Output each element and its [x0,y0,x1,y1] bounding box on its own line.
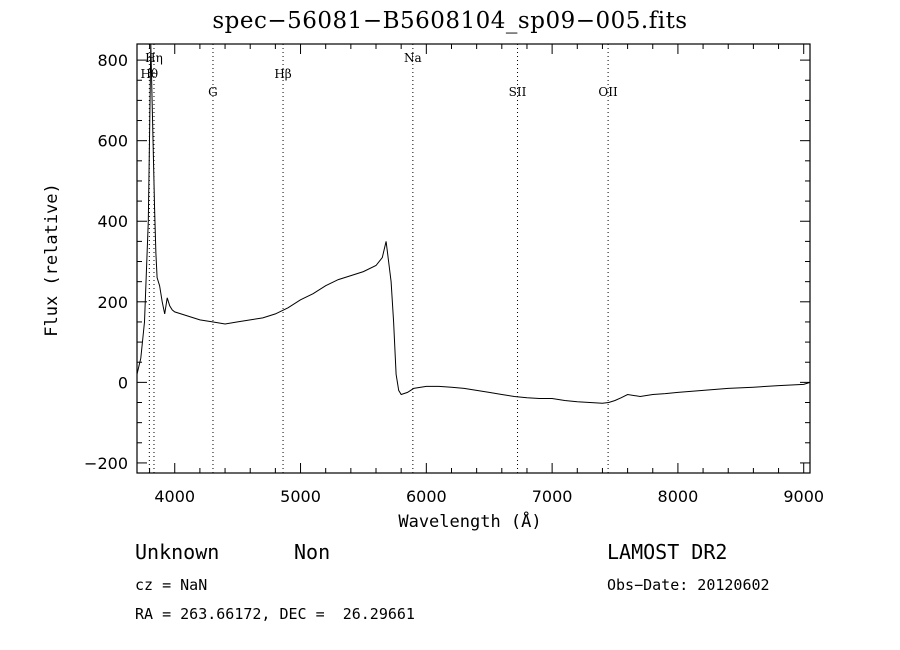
x-tick-label: 5000 [280,487,321,506]
x-axis-label: Wavelength (Å) [398,512,542,532]
y-tick-label: 200 [97,293,128,312]
spectral-line-label: Hη [145,51,163,65]
y-tick-label: 600 [97,132,128,151]
axis-ticks [137,44,810,473]
y-tick-label: −200 [84,454,128,473]
spectral-line-label: Hβ [274,67,291,81]
plot-frame [136,43,811,474]
spectral-line-markers [148,44,609,473]
y-tick-label: 0 [118,373,128,392]
spectral-line-label: Na [404,51,422,65]
observation-date: Obs−Date: 20120602 [607,576,770,594]
object-class: Unknown [135,540,220,564]
x-tick-label: 6000 [406,487,447,506]
spectral-line-labels: Hη Hθ G Hβ Na SII OII [140,51,618,99]
ra-dec-coordinates: RA = 263.66172, DEC = 26.29661 [135,605,415,623]
survey-name: LAMOST DR2 [607,540,728,564]
spectral-line-label: G [208,85,218,99]
x-tick-label: 9000 [783,487,824,506]
x-tick-label: 7000 [532,487,573,506]
spectral-line-label: SII [509,85,527,99]
y-tick-label: 400 [97,212,128,231]
axis-tick-labels: 4000 5000 6000 7000 8000 9000 −200 0 200 400 600 80… [84,51,824,506]
x-tick-label: 8000 [658,487,699,506]
spectral-line-label: OII [598,85,618,99]
spectral-line-label: Hθ [140,67,158,81]
object-subclass: Non [294,540,331,564]
y-tick-label: 800 [97,51,128,70]
redshift-cz: cz = NaN [135,576,208,594]
x-tick-label: 4000 [154,487,195,506]
y-axis-label: Flux (relative) [42,183,62,337]
chart-title: spec−56081−B5608104_sp09−005.fits [212,8,688,34]
spectrum-series-line [136,43,811,404]
